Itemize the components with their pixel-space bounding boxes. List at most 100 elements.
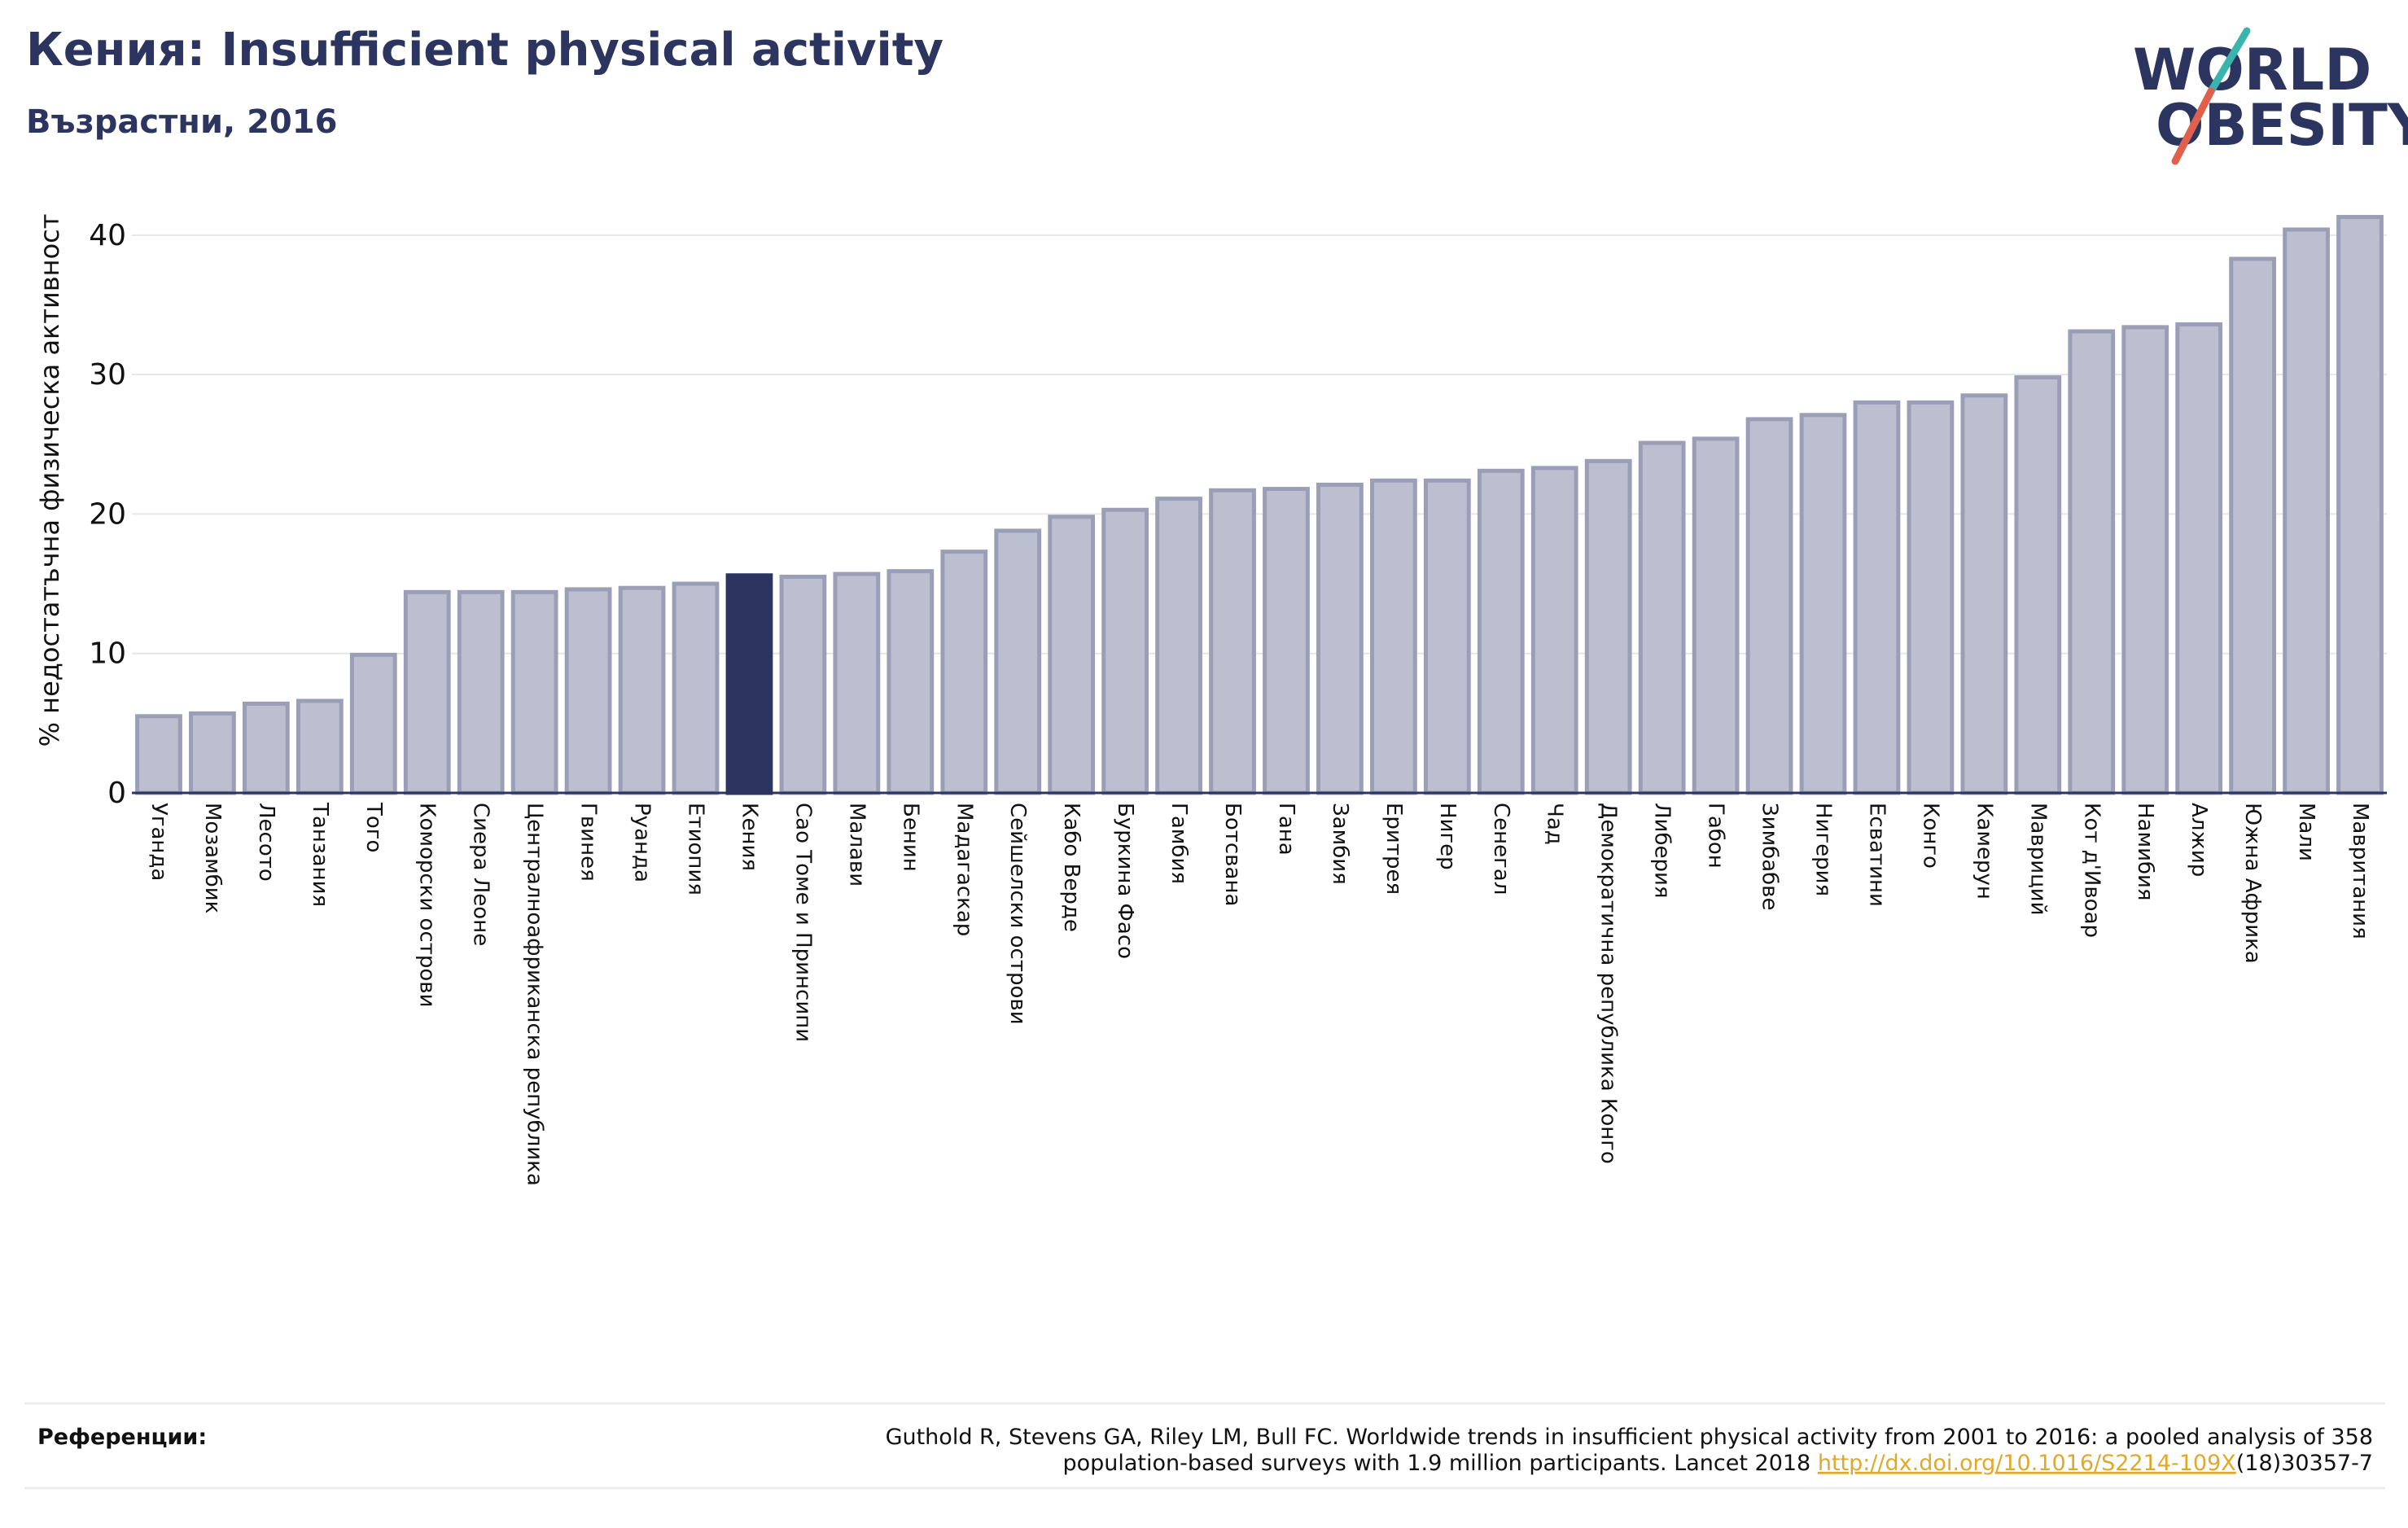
x-tick-label: Мавриций — [2025, 803, 2050, 916]
y-axis-label: % недостатъчна физическа активност — [34, 214, 65, 747]
bar — [1584, 458, 1632, 795]
logo-slash-red — [2171, 87, 2215, 165]
x-tick-label: Бенин — [898, 803, 922, 872]
x-tick-label: Конго — [1918, 803, 1942, 869]
bar — [2283, 227, 2330, 795]
x-tick-label: Демократична република Конго — [1596, 803, 1621, 1164]
x-tick-label: Сиера Леоне — [469, 803, 493, 946]
reference-line-2: population-based surveys with 1.9 millio… — [1062, 1451, 2373, 1476]
bar — [779, 574, 827, 795]
x-tick-label: Мадагаскар — [952, 803, 976, 936]
x-tick-label: Руанда — [630, 803, 655, 882]
y-tick-label: 40 — [89, 219, 126, 252]
x-tick-label: Малави — [844, 803, 869, 887]
x-tick-label: Чад — [1543, 803, 1567, 845]
x-tick-label: Либерия — [1650, 803, 1675, 899]
bar — [994, 528, 1042, 795]
bar-highlighted — [725, 573, 773, 795]
x-tick-label: Сао Томе и Принсипи — [790, 803, 815, 1042]
x-tick-label: Гвинея — [576, 803, 601, 882]
x-tick-label: Того — [361, 802, 386, 852]
bar — [618, 585, 666, 795]
x-tick-label: Южна Африка — [2240, 803, 2265, 964]
x-axis-tick-labels: Уганда Мозамбик Лесото Танзания Того Коморски… — [147, 802, 2372, 1186]
logo-line1: WORLD — [2133, 37, 2371, 103]
reference-line-2-post: (18)30357-7 — [2236, 1451, 2373, 1476]
x-tick-label: Мали — [2294, 803, 2318, 861]
bars — [135, 215, 2384, 795]
y-tick-label: 20 — [89, 497, 126, 531]
bar — [940, 549, 988, 795]
bar — [403, 589, 451, 795]
x-tick-label: Гамбия — [1167, 803, 1191, 884]
bar — [2014, 375, 2062, 795]
x-tick-label: Нигерия — [1811, 803, 1836, 896]
bar — [1853, 400, 1901, 795]
x-tick-label: Лесото — [254, 803, 278, 882]
bar — [1370, 478, 1417, 795]
bar — [1316, 482, 1364, 795]
reference-line-1: Guthold R, Stevens GA, Riley LM, Bull FC… — [886, 1425, 2373, 1450]
x-tick-label: Сейшелски острови — [1005, 803, 1030, 1025]
bar — [1530, 466, 1578, 795]
x-tick-label: Мавритания — [2348, 803, 2372, 939]
bar — [189, 711, 236, 795]
x-tick-label: Мозамбик — [200, 803, 225, 913]
y-tick-label: 0 — [107, 777, 126, 810]
x-tick-label: Камерун — [1972, 803, 1996, 900]
bar — [1423, 478, 1471, 795]
x-tick-label: Танзания — [308, 802, 332, 907]
x-tick-label: Ботсвана — [1220, 803, 1245, 906]
bar — [1638, 440, 1686, 795]
bar — [2121, 325, 2169, 795]
bar — [1799, 413, 1847, 795]
x-tick-label: Кот д'Ивоар — [2079, 803, 2104, 938]
x-tick-label: Кабо Верде — [1059, 803, 1084, 932]
x-tick-label: Етиопия — [684, 803, 708, 895]
bar — [1692, 436, 1740, 795]
chart-title: Кения: Insufficient physical activity — [26, 24, 943, 77]
x-tick-label: Намибия — [2133, 803, 2157, 901]
x-tick-label: Алжир — [2187, 803, 2211, 877]
chart-subtitle: Възрастни, 2016 — [26, 103, 337, 141]
y-tick-label: 30 — [89, 358, 126, 392]
bar — [564, 587, 612, 795]
bar — [1155, 497, 1202, 795]
bar — [457, 589, 505, 795]
y-axis-ticks: 0 10 20 30 40 — [89, 219, 126, 810]
x-tick-label: Габон — [1704, 803, 1728, 869]
bar — [1209, 488, 1256, 795]
bar — [510, 589, 558, 795]
x-tick-label: Зимбабве — [1758, 803, 1782, 911]
bar — [833, 571, 881, 795]
bar — [296, 698, 344, 795]
bar — [2229, 256, 2276, 795]
bar — [2175, 322, 2223, 795]
bar — [2068, 329, 2116, 795]
bar — [1263, 487, 1310, 795]
bar — [135, 714, 182, 795]
bar — [349, 652, 397, 795]
grid-lines — [132, 234, 2387, 655]
world-obesity-logo: WORLD OBESITY — [2133, 27, 2408, 165]
bar — [1907, 400, 1955, 795]
bar — [1101, 507, 1149, 795]
x-tick-label: Замбия — [1328, 803, 1352, 885]
x-tick-label: Есватини — [1864, 803, 1889, 907]
x-tick-label: Еритрея — [1381, 803, 1406, 895]
bar — [1477, 468, 1525, 795]
bar — [243, 701, 290, 795]
reference-doi-link[interactable]: http://dx.doi.org/10.1016/S2214-109X — [1818, 1451, 2236, 1476]
bar — [887, 569, 935, 795]
x-tick-label: Буркина Фасо — [1113, 803, 1137, 959]
bar — [1960, 393, 2008, 795]
x-tick-label: Кения — [737, 803, 761, 871]
x-tick-label: Коморски острови — [415, 803, 440, 1008]
logo-line2: OBESITY — [2156, 92, 2408, 159]
x-tick-label: Нигер — [1435, 803, 1460, 870]
references-label: Референции: — [37, 1425, 207, 1450]
bar — [1745, 417, 1793, 795]
logo-slash-teal — [2207, 27, 2251, 95]
bar — [672, 581, 720, 795]
